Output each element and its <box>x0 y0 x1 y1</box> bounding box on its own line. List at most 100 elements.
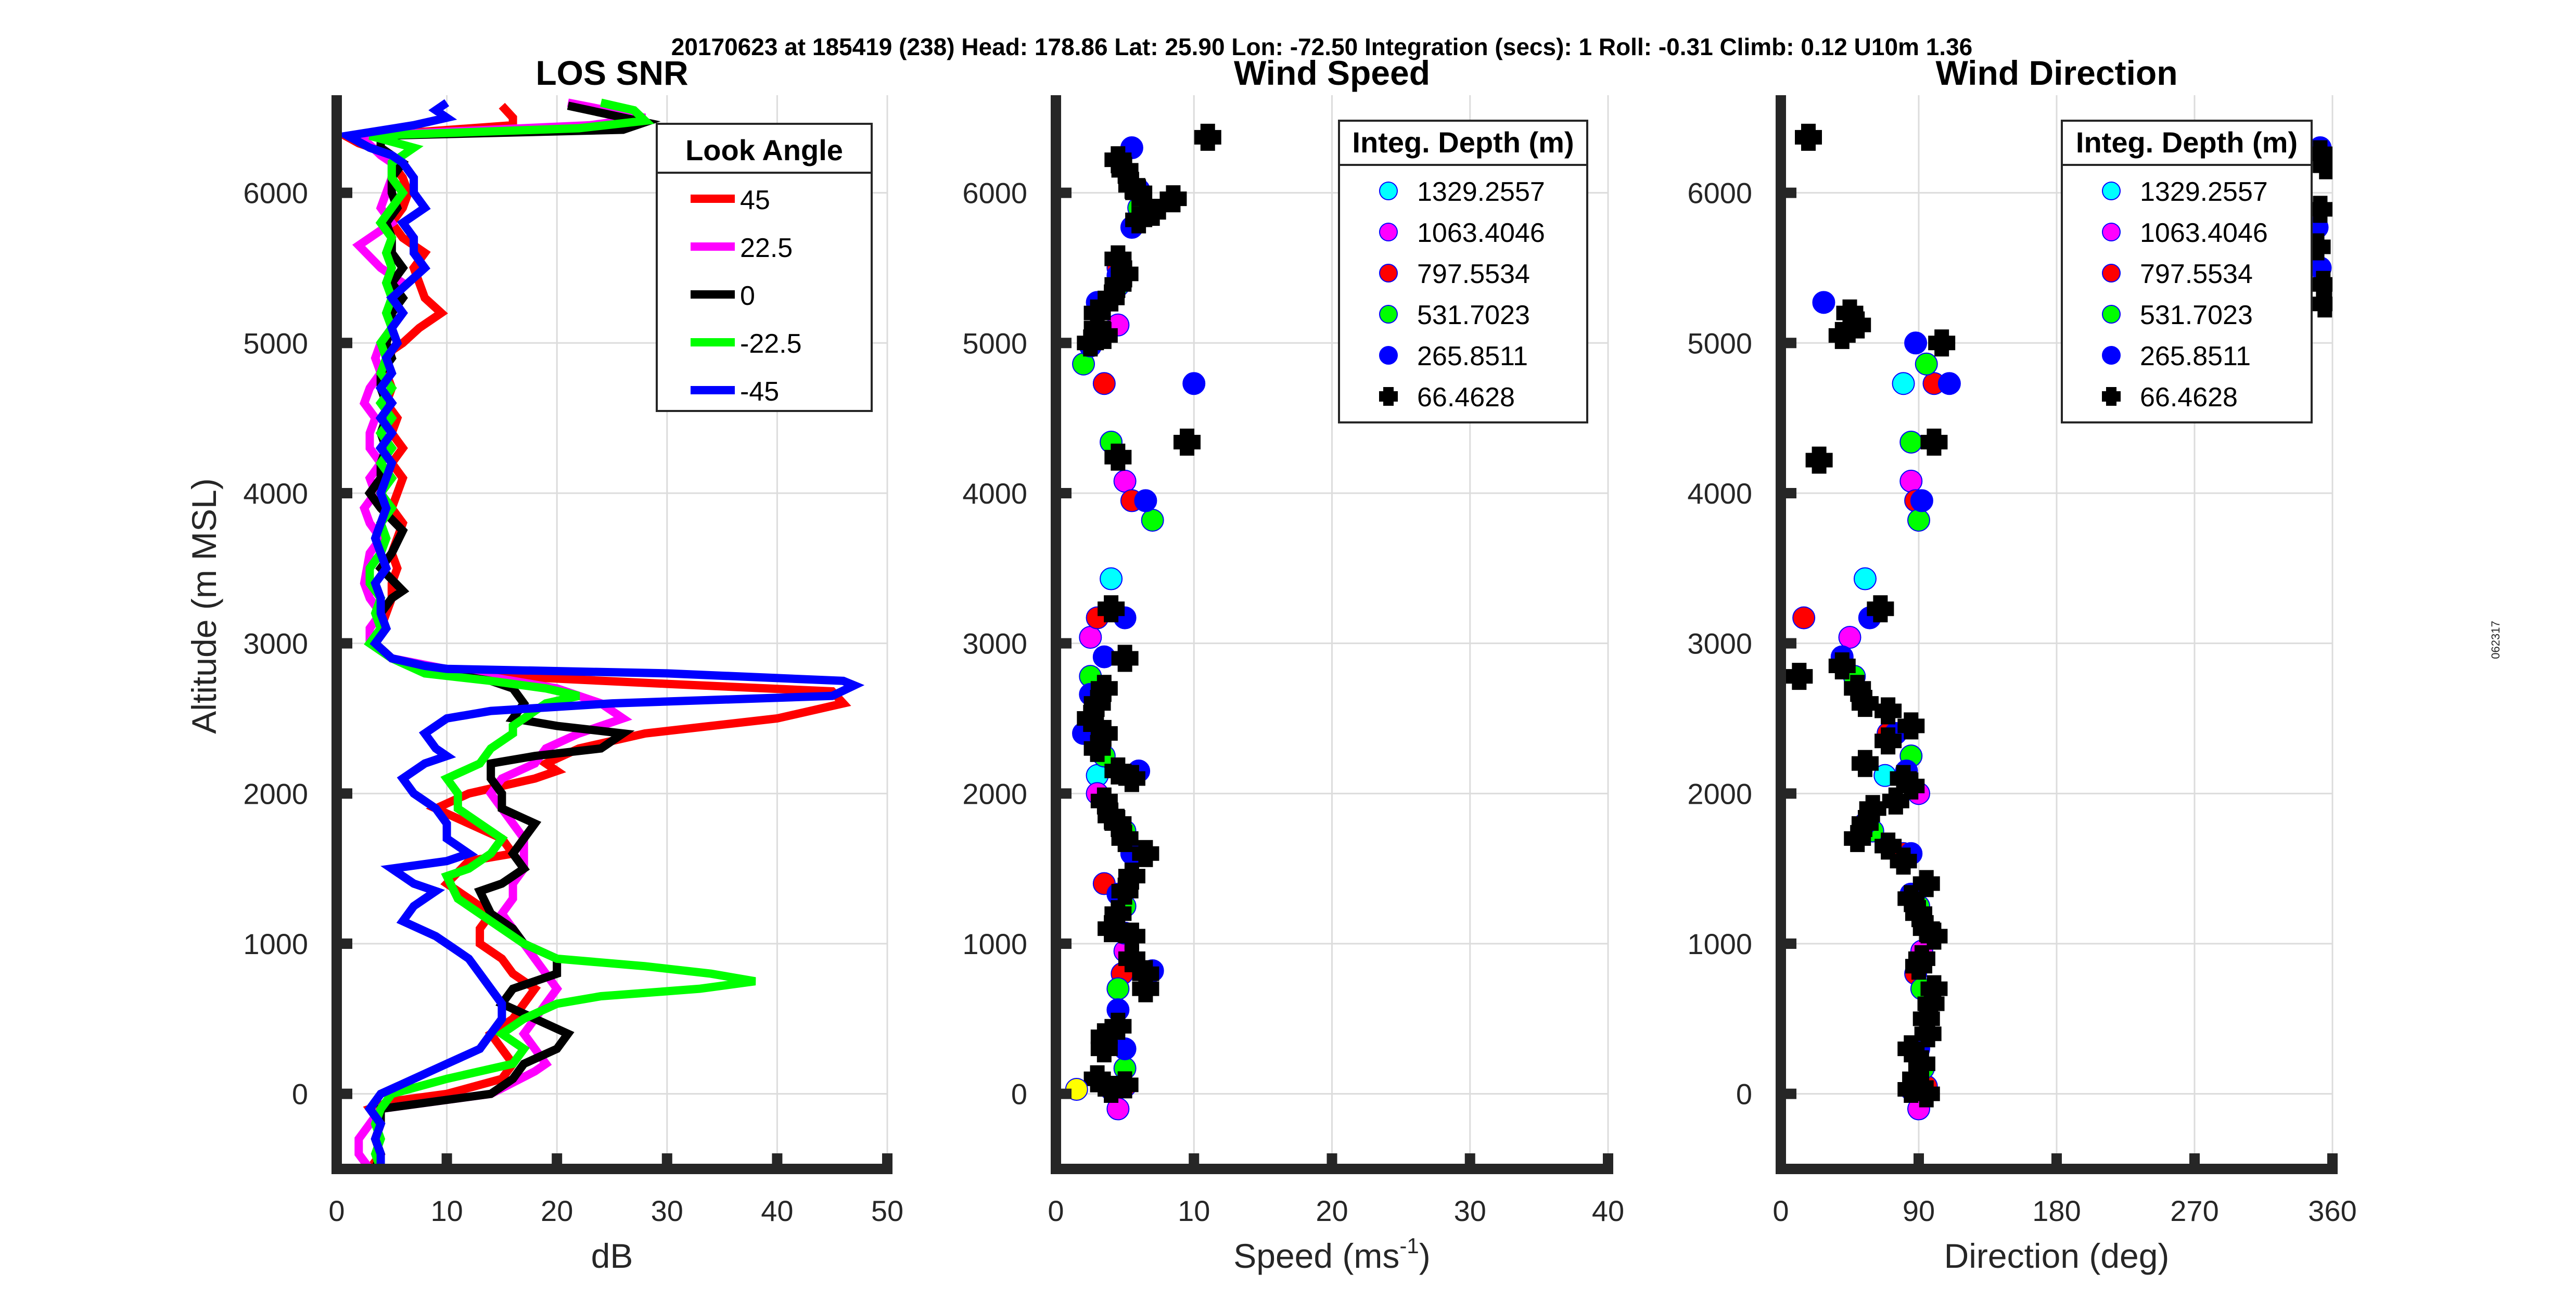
y-tick-label: 3000 <box>1687 627 1752 660</box>
x-tick-label: 270 <box>2170 1194 2218 1227</box>
data-point <box>1182 372 1206 395</box>
data-point-plus <box>1828 652 1856 679</box>
x-axis-label: Speed (ms-1) <box>1233 1233 1430 1275</box>
data-point-plus <box>1914 1020 1942 1048</box>
data-point <box>1141 508 1164 532</box>
y-tick-label: 0 <box>1736 1078 1752 1111</box>
data-point-plus <box>1928 329 1956 357</box>
x-tick-label: 20 <box>1316 1194 1348 1227</box>
legend-title: Look Angle <box>685 134 843 166</box>
plot-title: LOS SNR <box>535 54 688 92</box>
x-tick-label: 10 <box>1178 1194 1210 1227</box>
y-tick-label: 6000 <box>243 177 308 210</box>
data-point-plus <box>1844 825 1871 852</box>
data-point-plus <box>1786 663 1813 690</box>
panel-2: 0 90 180 270 360 0 1000 2000 3000 4000 5000 6000 Win… <box>1687 54 2356 1275</box>
y-tick-label: 4000 <box>962 477 1027 510</box>
data-point-plus <box>1132 840 1159 867</box>
y-tick-label: 2000 <box>243 777 308 810</box>
data-point <box>1838 626 1861 649</box>
y-tick-label: 0 <box>1011 1078 1027 1111</box>
y-tick-label: 2000 <box>1687 777 1752 810</box>
data-point <box>1812 291 1835 314</box>
legend-swatch-marker <box>2102 346 2121 365</box>
legend: Integ. Depth (m) 1329.2557 1063.4046 797.55… <box>2061 120 2313 423</box>
x-axis-label: dB <box>591 1237 633 1275</box>
data-point-plus <box>1083 735 1111 762</box>
data-point-plus <box>1897 712 1925 740</box>
legend: Integ. Depth (m) 1329.2557 1063.4046 797.55… <box>1338 120 1588 423</box>
x-label-main: Speed (ms <box>1233 1237 1399 1275</box>
legend-label: -22.5 <box>740 329 802 359</box>
legend-title: Integ. Depth (m) <box>1352 126 1574 159</box>
data-point-plus <box>1890 847 1917 875</box>
y-tick-label: 5000 <box>243 327 308 359</box>
y-tick-label: 0 <box>292 1078 308 1111</box>
legend-swatch-marker <box>1379 264 1398 282</box>
y-tick-label: 6000 <box>962 177 1027 210</box>
data-point <box>1892 372 1915 395</box>
data-point <box>1853 567 1877 590</box>
data-point-plus <box>1920 428 1948 456</box>
legend-label: 66.4628 <box>1417 382 1515 413</box>
y-tick-label: 5000 <box>1687 327 1752 359</box>
data-point <box>1092 372 1116 395</box>
series-line-22.5 <box>348 98 646 1169</box>
panel-0: 0 10 20 30 40 50 0 1000 2000 3000 4000 5000 6000 LOS … <box>185 54 903 1275</box>
data-point <box>1904 331 1928 355</box>
y-tick-label: 1000 <box>243 928 308 960</box>
y-tick-label: 6000 <box>1687 177 1752 210</box>
data-point-plus <box>1874 832 1902 860</box>
legend-label: 531.7023 <box>1417 300 1530 330</box>
x-tick-label: 360 <box>2308 1194 2356 1227</box>
data-point-plus <box>1897 772 1925 800</box>
legend-swatch-marker <box>2102 305 2121 324</box>
data-point-plus <box>1098 595 1125 623</box>
y-axis-label: Altitude (m MSL) <box>185 478 223 734</box>
data-point-plus <box>1905 953 1932 980</box>
plot-title: Wind Direction <box>1935 54 2177 92</box>
data-point-plus <box>1111 645 1139 672</box>
data-point <box>1134 489 1157 512</box>
legend-box <box>656 123 873 412</box>
data-point-plus <box>1173 428 1201 456</box>
y-tick-label: 1000 <box>962 928 1027 960</box>
x-tick-label: 30 <box>1454 1194 1486 1227</box>
data-point-plus <box>1851 690 1879 717</box>
data-point-plus <box>1118 765 1145 792</box>
x-tick-label: 0 <box>1048 1194 1064 1227</box>
x-tick-label: 10 <box>430 1194 463 1227</box>
x-tick-label: 40 <box>761 1194 793 1227</box>
legend: Look Angle 45 22.5 0 -22.5 -45 <box>656 123 873 412</box>
legend-label: -45 <box>740 377 779 407</box>
legend-swatch-marker <box>1379 305 1398 324</box>
legend-swatch-marker <box>1379 346 1398 365</box>
data-point-plus <box>1125 206 1153 234</box>
data-point-plus <box>1912 1080 1940 1108</box>
data-point <box>1915 352 1938 376</box>
data-point-plus <box>1111 825 1139 852</box>
legend-label: 797.5534 <box>2140 259 2253 289</box>
data-point <box>1937 372 1961 395</box>
y-tick-label: 5000 <box>962 327 1027 359</box>
data-point <box>1100 567 1123 590</box>
legend-swatch-marker <box>2102 182 2121 200</box>
data-point <box>1106 977 1130 1000</box>
legend-label: 1329.2557 <box>1417 177 1545 207</box>
legend-label: 265.8511 <box>1417 341 1528 371</box>
data-point-plus <box>2311 290 2332 318</box>
data-point-plus <box>1111 877 1139 905</box>
data-point <box>1079 626 1102 649</box>
data-layer <box>1065 123 1221 1121</box>
legend-label: 22.5 <box>740 233 793 263</box>
data-point-plus <box>2306 196 2332 223</box>
x-tick-label: 20 <box>541 1194 573 1227</box>
data-point-plus <box>1118 922 1145 950</box>
legend-label: 797.5534 <box>1417 259 1530 289</box>
data-point-plus <box>2313 152 2332 179</box>
legend-label: 1329.2557 <box>2140 177 2268 207</box>
suptitle: 20170623 at 185419 (238) Head: 178.86 La… <box>671 33 1973 60</box>
data-point <box>1113 469 1137 493</box>
x-label-superscript: -1 <box>1399 1233 1419 1258</box>
